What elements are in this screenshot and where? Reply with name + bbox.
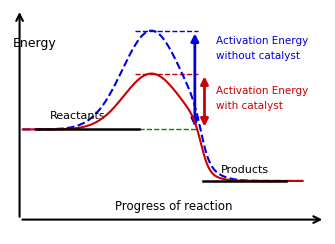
Text: Products: Products bbox=[221, 164, 269, 174]
Text: Energy: Energy bbox=[13, 37, 57, 50]
Text: with catalyst: with catalyst bbox=[216, 101, 283, 111]
Text: Reactants: Reactants bbox=[50, 111, 105, 121]
Text: Activation Energy: Activation Energy bbox=[216, 36, 308, 46]
Text: without catalyst: without catalyst bbox=[216, 51, 300, 61]
Text: Progress of reaction: Progress of reaction bbox=[115, 200, 233, 213]
Text: Activation Energy: Activation Energy bbox=[216, 86, 308, 96]
